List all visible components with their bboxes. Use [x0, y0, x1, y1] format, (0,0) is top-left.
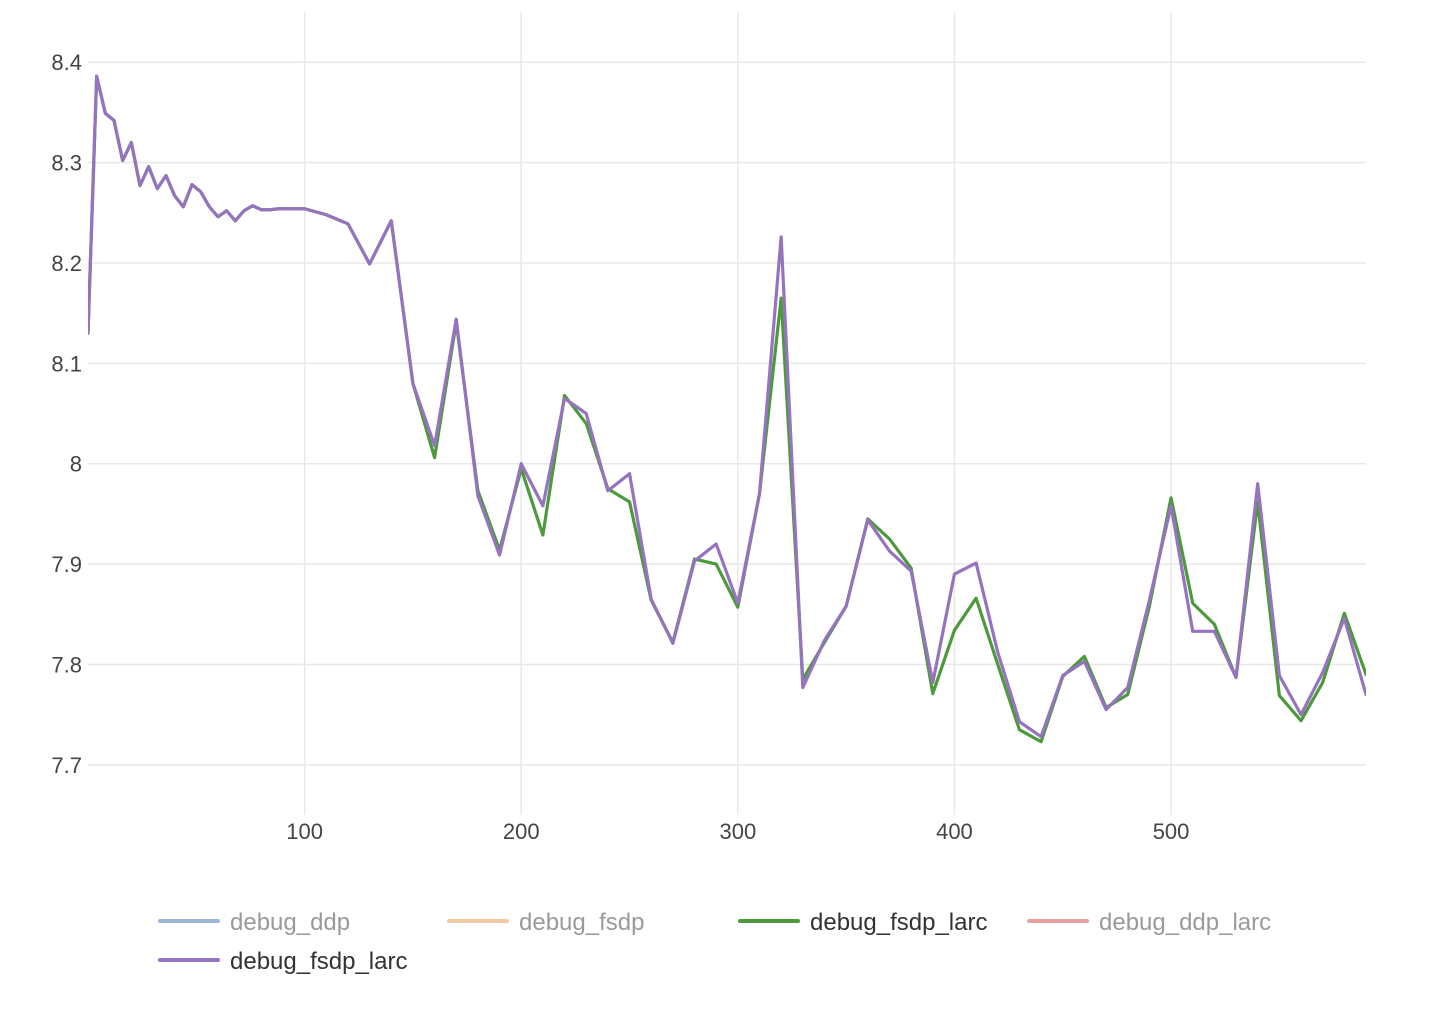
y-tick-label: 8.1	[51, 351, 82, 376]
legend-item-4[interactable]: debug_fsdp_larc	[158, 948, 407, 975]
legend-item-2[interactable]: debug_fsdp_larc	[738, 909, 987, 936]
legend-item-1[interactable]: debug_fsdp	[447, 909, 644, 936]
series-line-debug_fsdp_larc-2	[88, 74, 1366, 744]
x-gridlines	[303, 12, 1172, 815]
series-line-debug_fsdp_larc-4	[88, 74, 1366, 739]
legend-label: debug_fsdp_larc	[230, 948, 407, 975]
x-tick-label: 100	[286, 819, 323, 844]
y-gridlines	[88, 61, 1366, 766]
legend-label: debug_ddp	[230, 909, 350, 936]
legend-item-0[interactable]: debug_ddp	[158, 909, 350, 936]
y-tick-label: 8.2	[51, 251, 82, 276]
x-tick-label: 500	[1153, 819, 1190, 844]
y-tick-label: 8	[70, 452, 82, 477]
y-axis: 7.7 7.8 7.9 8 8.1 8.2 8.3 8.4	[51, 50, 82, 778]
y-tick-label: 7.9	[51, 552, 82, 577]
y-tick-label: 7.8	[51, 652, 82, 677]
legend-label: debug_fsdp	[519, 909, 644, 936]
y-tick-label: 8.3	[51, 151, 82, 176]
legend-item-3[interactable]: debug_ddp_larc	[1027, 909, 1271, 936]
x-tick-label: 300	[719, 819, 756, 844]
y-tick-label: 7.7	[51, 753, 82, 778]
legend-label: debug_ddp_larc	[1099, 909, 1271, 936]
x-tick-label: 400	[936, 819, 973, 844]
legend-label: debug_fsdp_larc	[810, 909, 987, 936]
x-tick-label: 200	[503, 819, 540, 844]
series-lines	[88, 74, 1366, 744]
legend: debug_ddp debug_fsdp debug_fsdp_larc debug_…	[158, 909, 1271, 975]
y-tick-label: 8.4	[51, 50, 82, 75]
x-axis: 100 200 300 400 500	[286, 819, 1189, 844]
